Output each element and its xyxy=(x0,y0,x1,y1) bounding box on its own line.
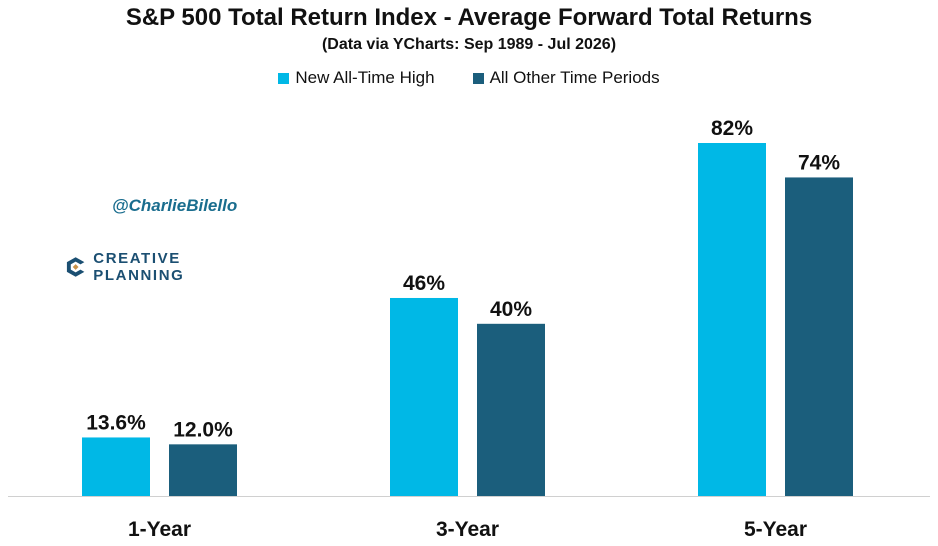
data-label-5-year-series-2: 74% xyxy=(798,151,840,174)
author-handle: @CharlieBilello xyxy=(112,196,238,215)
x-tick-label-1-year: 1-Year xyxy=(128,518,191,541)
legend-label-new-ath: New All-Time High xyxy=(295,68,435,87)
legend-swatch-other-periods xyxy=(472,72,484,84)
legend-item-new-ath: New All-Time High xyxy=(278,68,435,88)
chart-subtitle: (Data via YCharts: Sep 1989 - Jul 2026) xyxy=(321,36,617,53)
data-label-5-year-series-1: 82% xyxy=(711,117,753,140)
legend-item-other-periods: All Other Time Periods xyxy=(472,68,660,88)
creative-planning-logo-icon xyxy=(66,257,85,277)
data-label-1-year-series-1: 13.6% xyxy=(86,411,146,434)
logo-text: CREATIVE PLANNING xyxy=(93,250,185,284)
legend: New All-Time High All Other Time Periods xyxy=(0,68,938,88)
bar-5-year-series-1 xyxy=(698,143,766,496)
creative-planning-logo: CREATIVE PLANNING xyxy=(64,250,272,284)
chart-title: S&P 500 Total Return Index - Average For… xyxy=(125,4,813,31)
x-tick-label-5-year: 5-Year xyxy=(744,518,807,541)
legend-swatch-new-ath xyxy=(278,72,290,84)
bar-5-year-series-2 xyxy=(785,177,853,496)
data-label-3-year-series-1: 46% xyxy=(403,272,445,295)
legend-label-other-periods: All Other Time Periods xyxy=(489,68,660,87)
bar-1-year-series-1 xyxy=(82,437,150,496)
data-label-3-year-series-2: 40% xyxy=(490,298,532,321)
x-tick-label-3-year: 3-Year xyxy=(436,518,499,541)
data-label-1-year-series-2: 12.0% xyxy=(173,418,233,441)
bar-3-year-series-1 xyxy=(390,297,458,496)
bar-3-year-series-2 xyxy=(477,323,545,496)
bar-1-year-series-2 xyxy=(169,444,237,496)
